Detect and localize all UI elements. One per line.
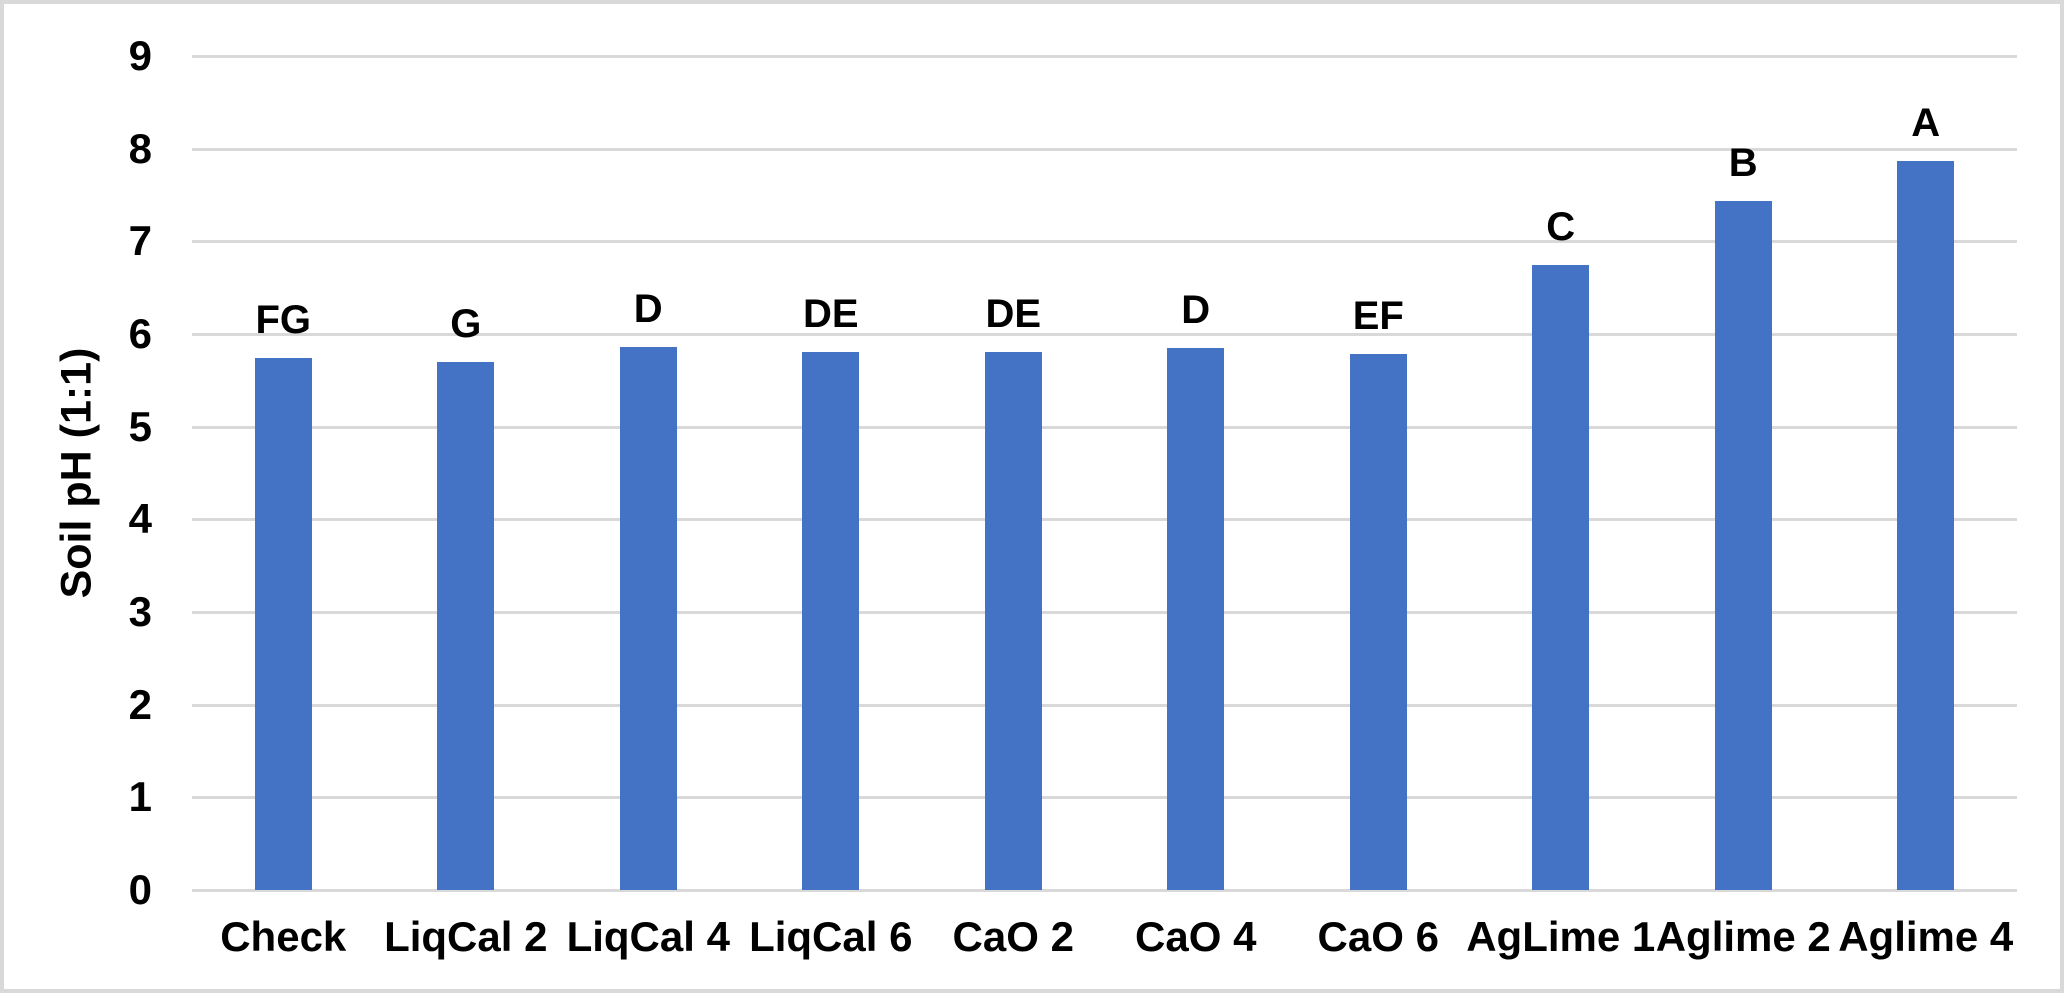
significance-letter-liqcal-6: DE [802,291,859,336]
gridline-y6 [192,333,2017,336]
x-category-label-liqcal-6: LiqCal 6 [749,913,913,960]
y-axis-title: Soil pH (1:1) [52,347,101,599]
gridline-y9 [192,55,2017,58]
gridline-y3 [192,611,2017,614]
gridline-y8 [192,147,2017,151]
bar-aglime-1 [1532,264,1590,890]
bar-liqcal-6 [802,351,860,890]
x-category-label-aglime-4: Aglime 4 [1838,913,2014,960]
significance-letter-cao-2: DE [985,291,1042,336]
significance-letter-cao-4: D [1181,287,1211,332]
y-tick-label-5: 5 [128,402,152,450]
gridline-y2 [192,703,2017,707]
y-tick-label-2: 2 [128,680,152,728]
gridline-y5 [192,425,2017,429]
x-category-label-liqcal-2: LiqCal 2 [384,913,548,960]
significance-letter-check: FG [255,298,312,343]
significance-letter-aglime-1: C [1546,204,1576,249]
y-tick-label-7: 7 [128,217,152,265]
y-tick-label-8: 8 [128,124,152,172]
significance-letter-liqcal-4: D [633,286,663,331]
x-category-label-liqcal-4: LiqCal 4 [566,913,730,960]
significance-letter-aglime-2: B [1728,140,1758,185]
significance-letter-liqcal-2: G [450,301,482,346]
x-category-label-aglime-2: Aglime 2 [1655,913,1831,960]
gridline-y4 [192,518,2017,522]
significance-letter-aglime-4: A [1911,100,1941,145]
bar-check [254,358,312,890]
gridline-y7 [192,240,2017,244]
significance-letter-cao-6: EF [1352,294,1404,339]
bar-aglime-4 [1897,160,1955,890]
y-tick-label-0: 0 [128,866,152,913]
x-category-label-aglime-1: AgLime 1 [1466,913,1656,960]
x-category-label-cao-6: CaO 6 [1317,913,1439,960]
x-category-label-cao-4: CaO 4 [1135,913,1257,960]
y-tick-label-3: 3 [128,588,152,635]
gridline-y0 [192,889,2017,892]
gridline-y1 [192,796,2017,800]
x-category-label-check: Check [220,913,347,960]
y-tick-label-6: 6 [128,310,152,357]
bar-liqcal-4 [619,346,677,890]
bar-cao-6 [1349,354,1407,890]
y-tick-label-1: 1 [128,773,152,821]
bar-cao-2 [984,351,1042,890]
y-tick-label-9: 9 [128,32,152,79]
bar-cao-4 [1167,347,1225,890]
y-tick-label-4: 4 [128,495,152,543]
bar-aglime-2 [1714,200,1772,890]
bar-liqcal-2 [437,361,495,890]
x-category-label-cao-2: CaO 2 [952,913,1074,960]
